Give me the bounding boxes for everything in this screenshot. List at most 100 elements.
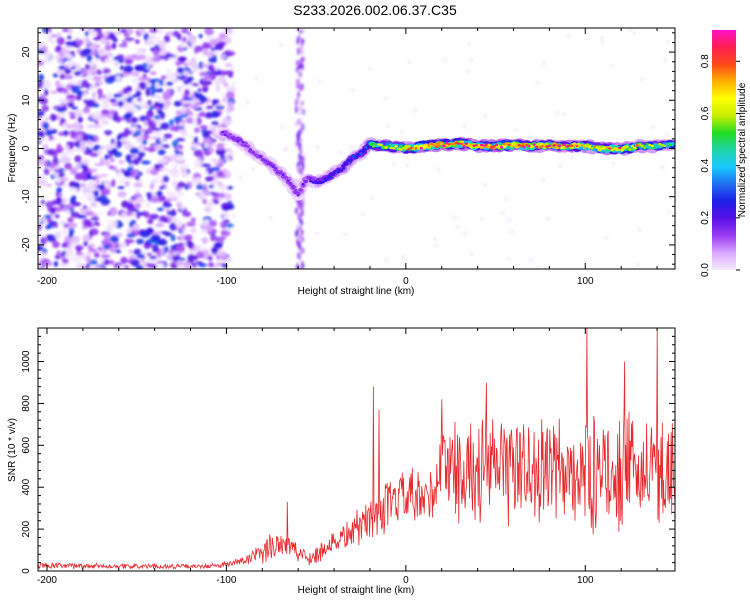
spectral-blob — [63, 183, 68, 189]
spectral-blob — [154, 101, 161, 107]
spectral-blob — [97, 88, 103, 96]
spectral-blob — [295, 230, 299, 238]
spectral-blob — [604, 235, 608, 239]
ridge-blob — [472, 144, 476, 147]
x-tick-label: -100 — [216, 276, 236, 287]
spectral-blob — [97, 49, 106, 57]
spectral-blob — [207, 124, 212, 130]
spectral-blob — [158, 195, 167, 202]
spectral-blob — [368, 67, 372, 71]
spectral-blob — [93, 189, 99, 198]
ridge-blob — [613, 147, 617, 151]
spectral-blob — [210, 166, 221, 172]
ridge-blob — [392, 147, 396, 150]
spectral-blob — [126, 233, 136, 238]
spectral-blob — [83, 150, 92, 155]
ridge-blob — [505, 142, 509, 145]
spectral-blob — [198, 33, 203, 39]
ridge-blob — [593, 145, 597, 148]
spectral-blob — [77, 163, 82, 171]
spectral-blob — [81, 79, 89, 88]
ridge-blob — [394, 145, 398, 148]
spectral-blob — [298, 225, 302, 230]
spectral-blob — [54, 165, 61, 170]
spectral-blob — [245, 101, 249, 105]
spectral-blob — [300, 204, 304, 212]
spectral-blob — [230, 49, 234, 53]
spectral-blob — [125, 28, 134, 35]
spectral-blob — [102, 160, 110, 165]
ridge-blob — [628, 148, 632, 151]
spectral-blob — [298, 143, 302, 152]
spectral-blob — [43, 159, 49, 168]
spectral-blob — [298, 198, 302, 207]
spectral-blob — [197, 263, 208, 268]
spectral-blob — [67, 187, 78, 192]
spectral-blob — [197, 192, 205, 196]
spectral-blob — [300, 229, 304, 235]
y-tick-label: 0 — [21, 145, 32, 151]
spectral-blob — [71, 40, 77, 47]
spectral-blob — [187, 253, 195, 262]
spectral-blob — [168, 57, 176, 62]
spectral-blob — [208, 59, 217, 63]
spectral-blob — [164, 100, 172, 107]
spectral-blob — [54, 231, 62, 240]
spectral-blob — [78, 196, 84, 200]
ridge-blob — [434, 145, 438, 149]
ridge-blob — [577, 144, 582, 147]
spectral-blob — [82, 234, 92, 242]
spectral-blob — [166, 191, 177, 198]
spectral-blob — [131, 94, 137, 98]
spectral-blob — [176, 125, 185, 130]
spectral-blob — [145, 89, 151, 97]
spectral-blob — [201, 237, 209, 244]
spectral-blob — [140, 105, 146, 109]
spectral-blob — [89, 152, 99, 157]
spectral-blob — [38, 73, 45, 82]
spectral-blob — [149, 182, 155, 190]
spectral-blob — [132, 158, 140, 165]
ridge-blob — [557, 144, 562, 148]
y-tick-label: 10 — [21, 94, 32, 106]
spectral-blob — [666, 40, 670, 44]
spectral-blob — [558, 164, 562, 168]
spectral-blob — [89, 259, 98, 265]
spectral-blob — [211, 139, 217, 143]
spectral-blob — [126, 203, 136, 212]
ridge-blob — [668, 144, 672, 147]
y-tick-label: 200 — [21, 520, 32, 537]
spectral-blob — [67, 28, 74, 35]
ridge-blob — [261, 158, 265, 162]
spectral-blob — [159, 186, 166, 190]
spectral-blob — [130, 196, 136, 200]
ridge-blob — [424, 145, 428, 149]
noise-blobs — [38, 28, 671, 269]
spectral-blob — [199, 111, 207, 117]
spectral-blob — [161, 231, 169, 235]
spectral-blob — [546, 217, 550, 221]
spectral-blob — [343, 233, 347, 237]
ridge-blob — [314, 181, 318, 185]
spectral-blob — [107, 51, 114, 58]
ridge-blob — [527, 144, 531, 148]
ridge-blob — [271, 165, 275, 168]
spectral-blob — [297, 252, 301, 261]
spectral-blob — [45, 225, 51, 230]
spectral-blob — [202, 170, 209, 174]
ridge-blob — [397, 147, 401, 150]
spectral-blob — [467, 42, 471, 46]
spectral-blob — [279, 43, 283, 47]
spectral-blob — [205, 105, 214, 110]
spectral-blob — [147, 218, 154, 225]
spectral-blob — [228, 150, 235, 157]
x-tick-label: 100 — [577, 276, 594, 287]
spectral-blob — [407, 60, 411, 64]
spectral-blob — [42, 122, 50, 130]
spectral-blob — [480, 217, 484, 221]
spectral-blob — [102, 173, 108, 178]
spectral-blob — [201, 63, 208, 69]
spectral-blob — [296, 47, 300, 53]
spectral-blob — [144, 211, 150, 219]
spectral-blob — [116, 181, 125, 185]
